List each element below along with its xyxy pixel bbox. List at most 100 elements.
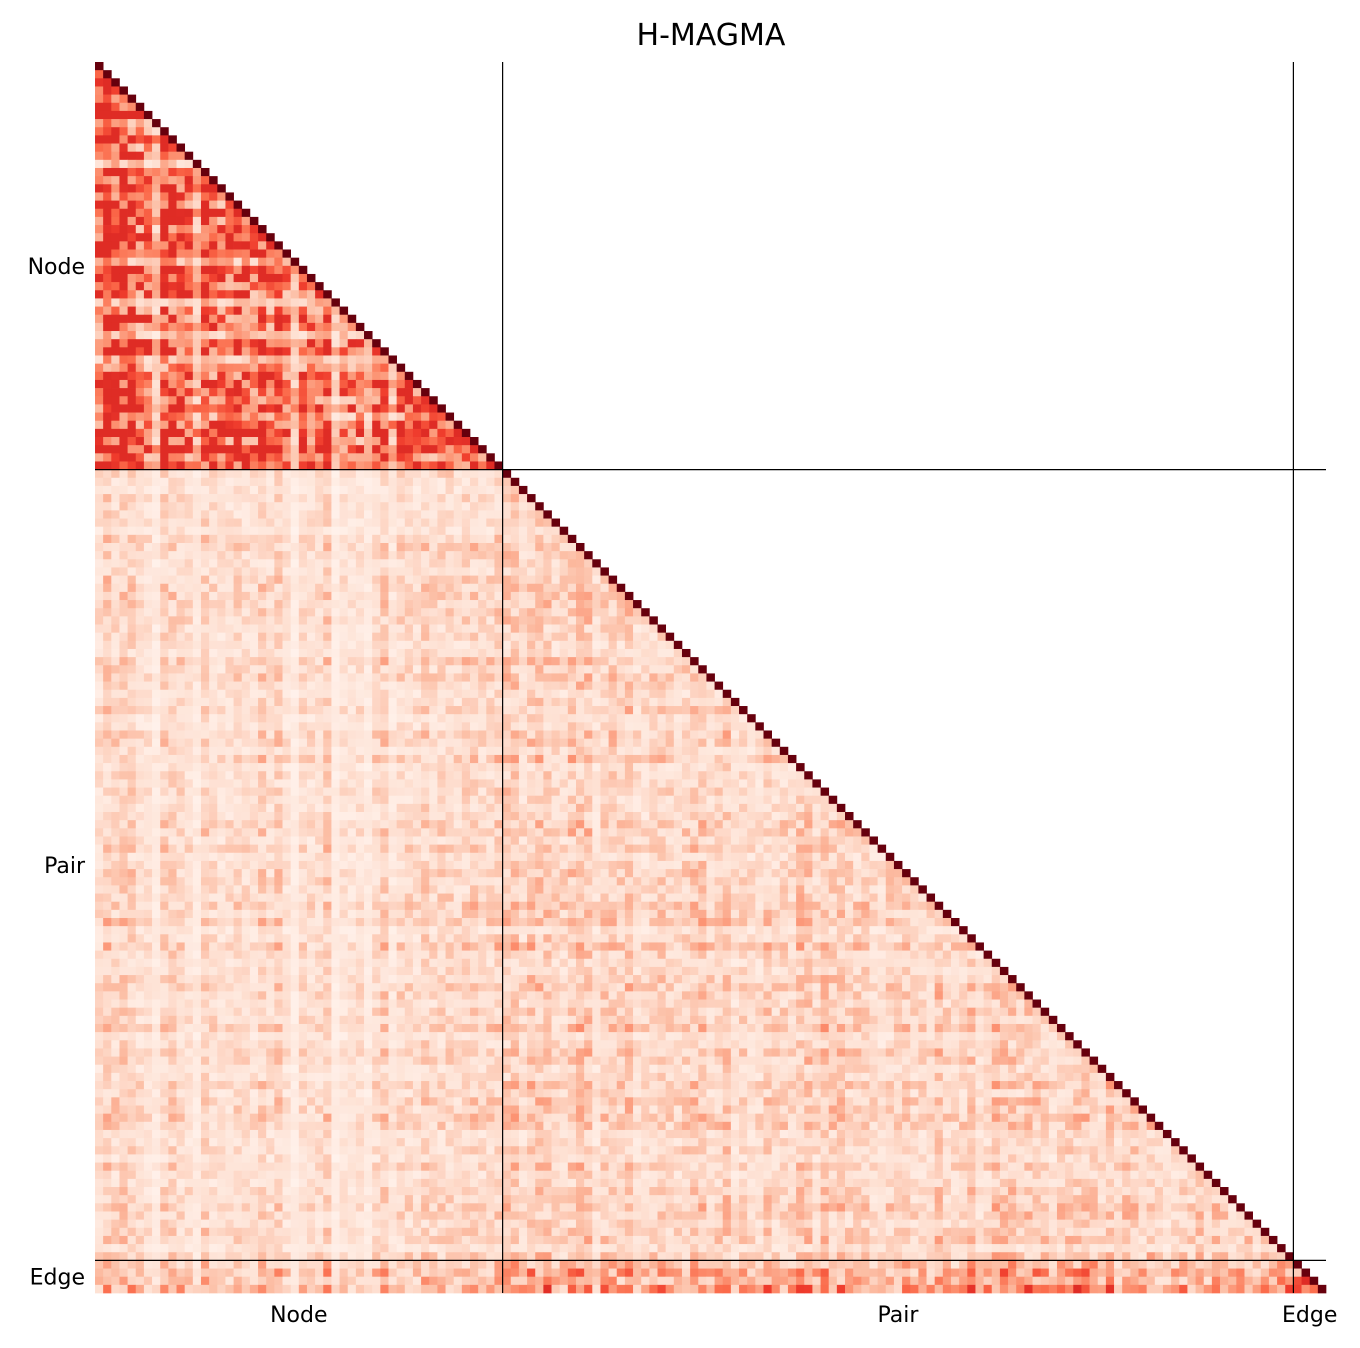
heatmap-cell [486,632,495,642]
heatmap-cell [119,526,128,536]
heatmap-cell [404,852,414,862]
heatmap-cell [200,314,210,324]
heatmap-cell [690,787,699,797]
heatmap-cell [143,200,153,210]
heatmap-cell [241,510,251,519]
heatmap-cell [608,844,618,854]
heatmap-cell [290,526,300,536]
heatmap-cell [502,510,512,519]
heatmap-cell [323,542,332,552]
heatmap-cell [266,559,275,568]
heatmap-cell [478,477,487,487]
heatmap-cell [209,763,218,772]
heatmap-cell [111,714,120,723]
heatmap-cell [282,803,291,813]
heatmap-cell [453,779,463,788]
heatmap-cell [323,420,332,430]
heatmap-cell [266,771,275,780]
heatmap-cell [429,754,438,764]
heatmap-cell [502,754,512,764]
heatmap-cell [184,265,194,275]
heatmap-cell [168,388,177,397]
heatmap-cell [559,534,569,544]
heatmap-cell [527,673,536,682]
heatmap-cell [241,632,251,642]
heatmap-cell [372,746,381,756]
heatmap-cell [241,298,251,307]
heatmap-cell [730,787,740,797]
heatmap-cell [690,714,699,723]
heatmap-cell [584,852,593,862]
heatmap-cell [730,820,740,829]
heatmap-cell [209,298,218,307]
heatmap-cell [176,844,186,854]
heatmap-cell [258,314,267,324]
heatmap-cell [274,600,283,609]
heatmap-cell [575,852,585,862]
heatmap-cell [600,706,609,715]
heatmap-cell [722,828,732,837]
heatmap-cell [200,241,210,250]
heatmap-cell [274,852,283,862]
heatmap-cell [470,461,479,470]
heatmap-cell [714,836,724,845]
heatmap-cell [176,542,186,552]
heatmap-cell [249,306,259,316]
heatmap-cell [445,697,455,707]
heatmap-cell [233,820,243,829]
heatmap-cell [600,746,609,756]
heatmap-cell [364,640,373,650]
heatmap-cell [266,273,275,283]
heatmap-cell [461,437,471,446]
heatmap-cell [95,167,104,177]
heatmap-cell [184,779,194,788]
heatmap-cell [217,616,226,625]
heatmap-cell [152,404,161,413]
heatmap-cell [478,559,487,568]
heatmap-cell [478,665,487,674]
heatmap-cell [331,583,340,593]
heatmap-cell [111,184,120,193]
heatmap-cell [608,763,618,772]
heatmap-cell [176,461,186,470]
heatmap-cell [478,836,487,845]
heatmap-cell [168,787,177,797]
heatmap-cell [575,575,585,585]
heatmap-cell [478,812,487,821]
heatmap-cell [470,559,479,568]
heatmap-cell [315,485,324,495]
heatmap-cell [461,771,471,780]
heatmap-cell [372,803,381,813]
heatmap-cell [747,844,756,854]
heatmap-cell [633,681,642,691]
heatmap-cell [453,795,463,805]
heatmap-cell [600,697,609,707]
heatmap-cell [787,795,797,805]
heatmap-cell [543,697,552,707]
heatmap-cell [233,396,243,405]
heatmap-cell [673,673,683,682]
heatmap-cell [567,559,577,568]
heatmap-cell [380,437,389,446]
heatmap-cell [323,828,332,837]
heatmap-cell [119,542,128,552]
heatmap-cell [290,836,300,845]
heatmap-cell [103,437,112,446]
heatmap-cell [266,722,275,731]
heatmap-cell [176,860,186,870]
heatmap-cell [600,600,609,609]
heatmap-cell [681,820,691,829]
heatmap-cell [258,428,267,438]
heatmap-cell [258,608,267,617]
heatmap-cell [388,477,397,487]
heatmap-cell [323,836,332,845]
heatmap-cell [143,420,153,430]
heatmap-cell [347,640,357,650]
heatmap-cell [763,754,772,764]
heatmap-cell [298,689,308,699]
heatmap-cell [575,836,585,845]
heatmap-cell [111,746,120,756]
heatmap-cell [404,575,414,585]
heatmap-cell [535,787,544,797]
heatmap-cell [567,820,577,829]
